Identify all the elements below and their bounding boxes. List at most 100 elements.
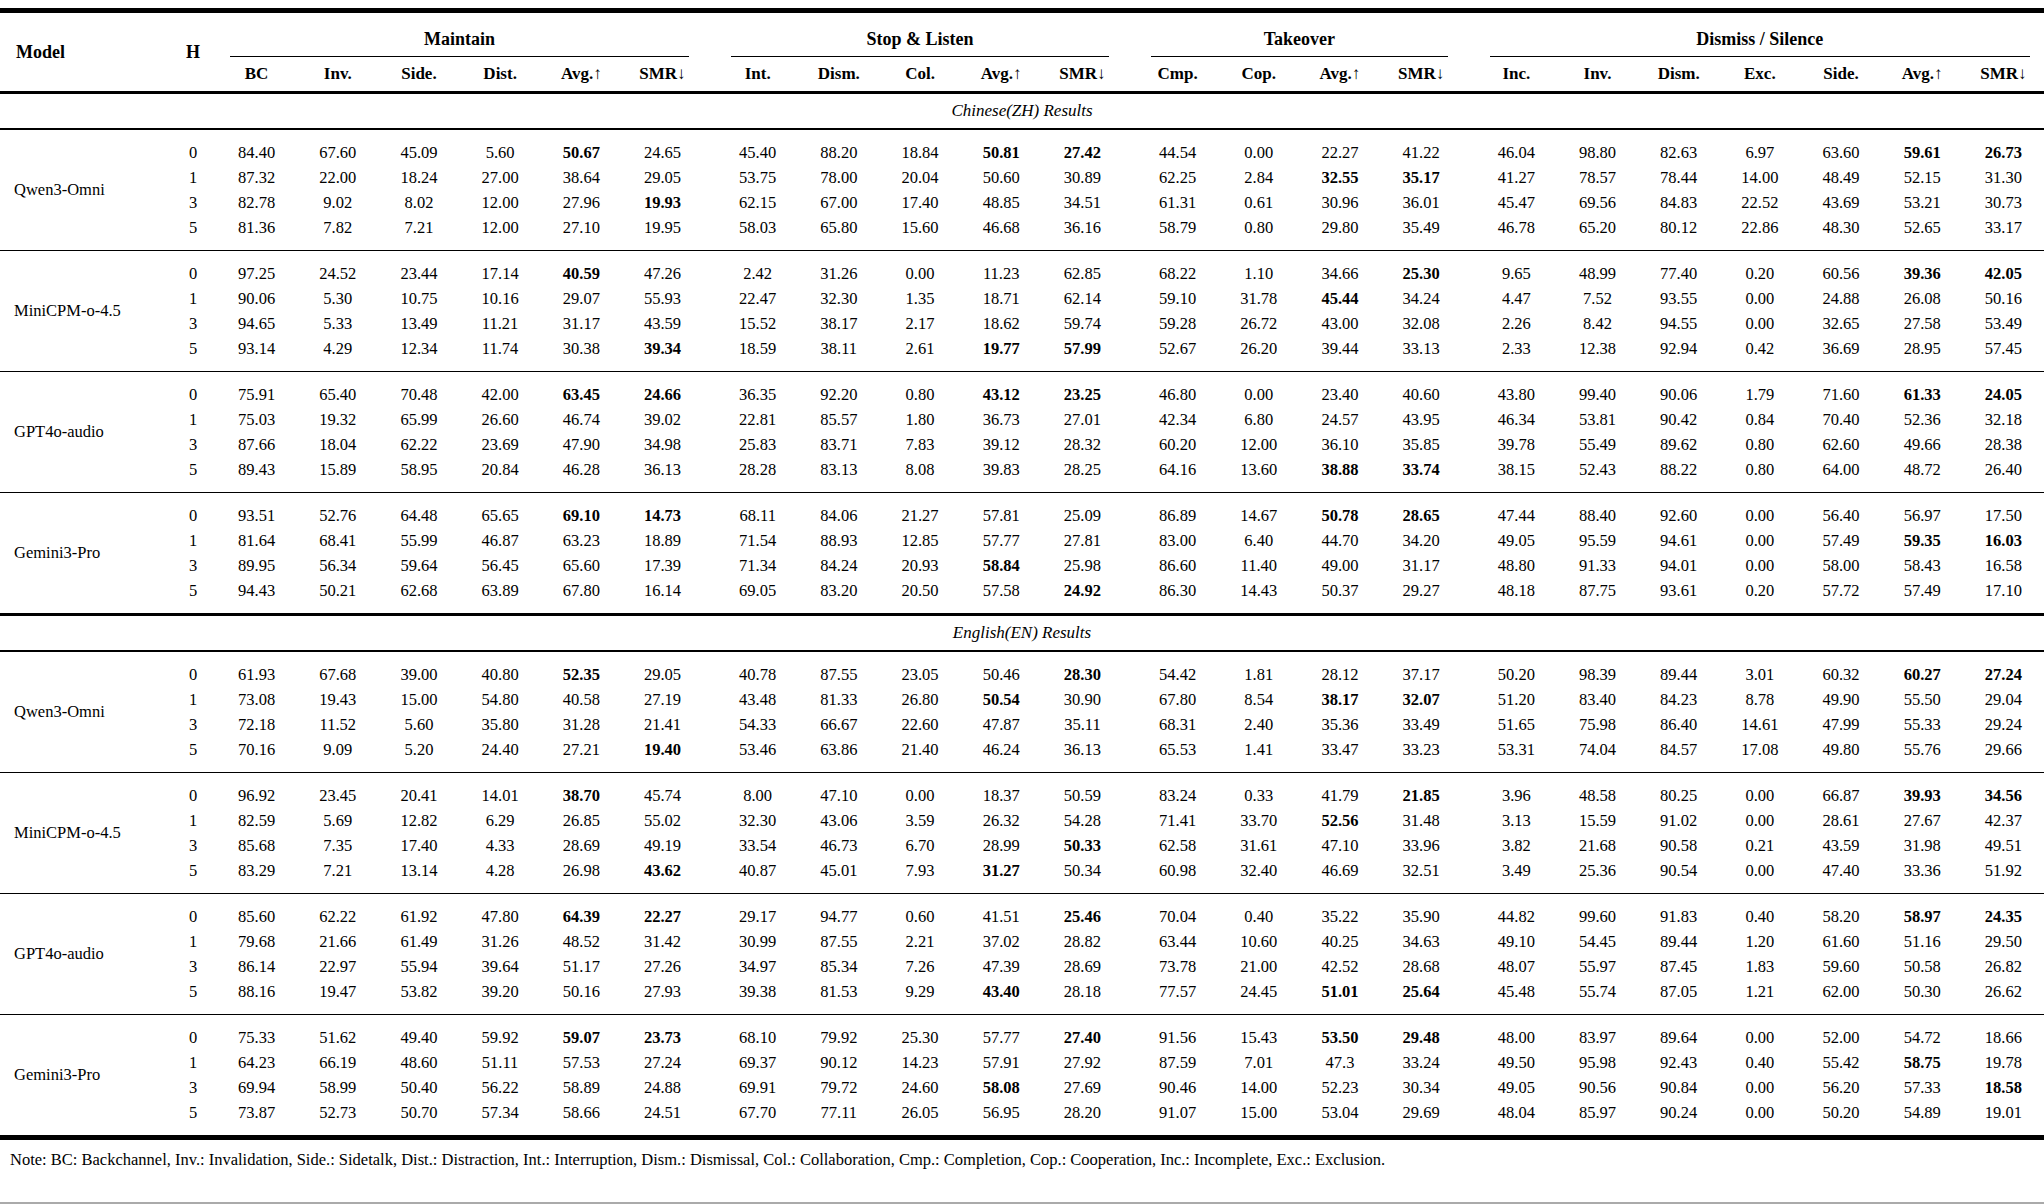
table-cell: 1.81 xyxy=(1218,665,1299,685)
table-cell: 47.10 xyxy=(798,786,879,806)
table-cell: 57.34 xyxy=(460,1103,541,1123)
table-cell: 7.21 xyxy=(378,218,459,238)
table-cell: 26.05 xyxy=(879,1103,960,1123)
table-note: Note: BC: Backchannel, Inv.: Invalidatio… xyxy=(0,1140,2044,1170)
table-cell: 23.44 xyxy=(378,264,459,284)
table-cell: 38.17 xyxy=(798,314,879,334)
table-cell: 62.22 xyxy=(378,435,459,455)
model-name: Gemini3-Pro xyxy=(0,1065,170,1085)
table-cell: 69.91 xyxy=(717,1078,798,1098)
table-cell: 85.97 xyxy=(1557,1103,1638,1123)
table-cell: 88.16 xyxy=(216,982,297,1002)
table-cell: 49.51 xyxy=(1963,836,2044,856)
table-cell: 26.80 xyxy=(879,690,960,710)
table-cell: 59.64 xyxy=(378,556,459,576)
table-cell: 0.20 xyxy=(1719,581,1800,601)
table-cell: 4.47 xyxy=(1476,289,1557,309)
table-cell: 30.90 xyxy=(1042,690,1123,710)
table-cell: 19.77 xyxy=(961,339,1042,359)
table-cell: 26.98 xyxy=(541,861,622,881)
table-cell: 18.62 xyxy=(961,314,1042,334)
table-cell: 58.66 xyxy=(541,1103,622,1123)
table-cell: 29.50 xyxy=(1963,932,2044,952)
table-cell: 7.83 xyxy=(879,435,960,455)
table-cell: 10.60 xyxy=(1218,932,1299,952)
table-cell: 25.30 xyxy=(879,1028,960,1048)
table-cell: 57.58 xyxy=(961,581,1042,601)
table-cell: 77.11 xyxy=(798,1103,879,1123)
table-cell: 69.37 xyxy=(717,1053,798,1073)
section-label-chinese: Chinese(ZH) Results xyxy=(0,94,2044,128)
table-cell: 24.66 xyxy=(622,385,703,405)
table-cell: 14.23 xyxy=(879,1053,960,1073)
table-cell: 17.39 xyxy=(622,556,703,576)
table-cell: 0.80 xyxy=(1218,218,1299,238)
table-cell: 51.01 xyxy=(1299,982,1380,1002)
h-value: 5 xyxy=(170,861,216,881)
table-cell: 79.72 xyxy=(798,1078,879,1098)
table-cell: 7.93 xyxy=(879,861,960,881)
table-cell: 79.92 xyxy=(798,1028,879,1048)
table-cell: 27.00 xyxy=(460,168,541,188)
results-table: ModelHMaintainBCInv.Side.Dist.Avg.↑SMR↓S… xyxy=(0,0,2044,1170)
table-cell: 65.99 xyxy=(378,410,459,430)
table-cell: 92.20 xyxy=(798,385,879,405)
group-header: Takeover xyxy=(1151,29,1448,57)
table-cell: 0.00 xyxy=(1719,861,1800,881)
table-cell: 1.79 xyxy=(1719,385,1800,405)
table-cell: 63.60 xyxy=(1800,143,1881,163)
column-header: Col. xyxy=(879,64,960,84)
table-cell: 50.37 xyxy=(1299,581,1380,601)
table-cell: 83.20 xyxy=(798,581,879,601)
table-cell: 24.35 xyxy=(1963,907,2044,927)
table-cell: 33.17 xyxy=(1963,218,2044,238)
h-value: 1 xyxy=(170,690,216,710)
table-cell: 94.65 xyxy=(216,314,297,334)
table-cell: 26.08 xyxy=(1882,289,1963,309)
table-cell: 0.00 xyxy=(1719,556,1800,576)
table-cell: 47.44 xyxy=(1476,506,1557,526)
table-cell: 36.16 xyxy=(1042,218,1123,238)
table-cell: 0.00 xyxy=(1719,531,1800,551)
table-cell: 46.69 xyxy=(1299,861,1380,881)
table-cell: 4.29 xyxy=(297,339,378,359)
model-name: Qwen3-Omni xyxy=(0,180,170,200)
table-cell: 7.82 xyxy=(297,218,378,238)
table-cell: 50.20 xyxy=(1476,665,1557,685)
column-header: Avg.↑ xyxy=(541,64,622,84)
table-cell: 53.31 xyxy=(1476,740,1557,760)
table-cell: 50.59 xyxy=(1042,786,1123,806)
table-cell: 36.73 xyxy=(961,410,1042,430)
table-cell: 80.25 xyxy=(1638,786,1719,806)
h-value: 0 xyxy=(170,1028,216,1048)
table-cell: 0.42 xyxy=(1719,339,1800,359)
table-cell: 28.65 xyxy=(1381,506,1462,526)
table-cell: 90.54 xyxy=(1638,861,1719,881)
table-cell: 81.36 xyxy=(216,218,297,238)
table-cell: 48.00 xyxy=(1476,1028,1557,1048)
model-block: Qwen3-Omni084.4067.6045.095.6050.6724.65… xyxy=(0,130,2044,250)
table-cell: 33.24 xyxy=(1381,1053,1462,1073)
table-cell: 31.98 xyxy=(1882,836,1963,856)
table-cell: 44.54 xyxy=(1137,143,1218,163)
table-cell: 55.97 xyxy=(1557,957,1638,977)
table-cell: 29.07 xyxy=(541,289,622,309)
table-cell: 49.10 xyxy=(1476,932,1557,952)
table-cell: 23.25 xyxy=(1042,385,1123,405)
table-cell: 90.06 xyxy=(216,289,297,309)
table-cell: 0.80 xyxy=(1719,435,1800,455)
table-cell: 38.11 xyxy=(798,339,879,359)
table-cell: 61.31 xyxy=(1137,193,1218,213)
table-cell: 84.06 xyxy=(798,506,879,526)
table-cell: 29.80 xyxy=(1299,218,1380,238)
table-cell: 29.69 xyxy=(1381,1103,1462,1123)
table-cell: 61.49 xyxy=(378,932,459,952)
table-cell: 58.43 xyxy=(1882,556,1963,576)
table-cell: 39.64 xyxy=(460,957,541,977)
table-cell: 52.67 xyxy=(1137,339,1218,359)
table-cell: 20.93 xyxy=(879,556,960,576)
table-cell: 48.60 xyxy=(378,1053,459,1073)
table-cell: 43.62 xyxy=(622,861,703,881)
table-cell: 59.92 xyxy=(460,1028,541,1048)
h-value: 1 xyxy=(170,811,216,831)
